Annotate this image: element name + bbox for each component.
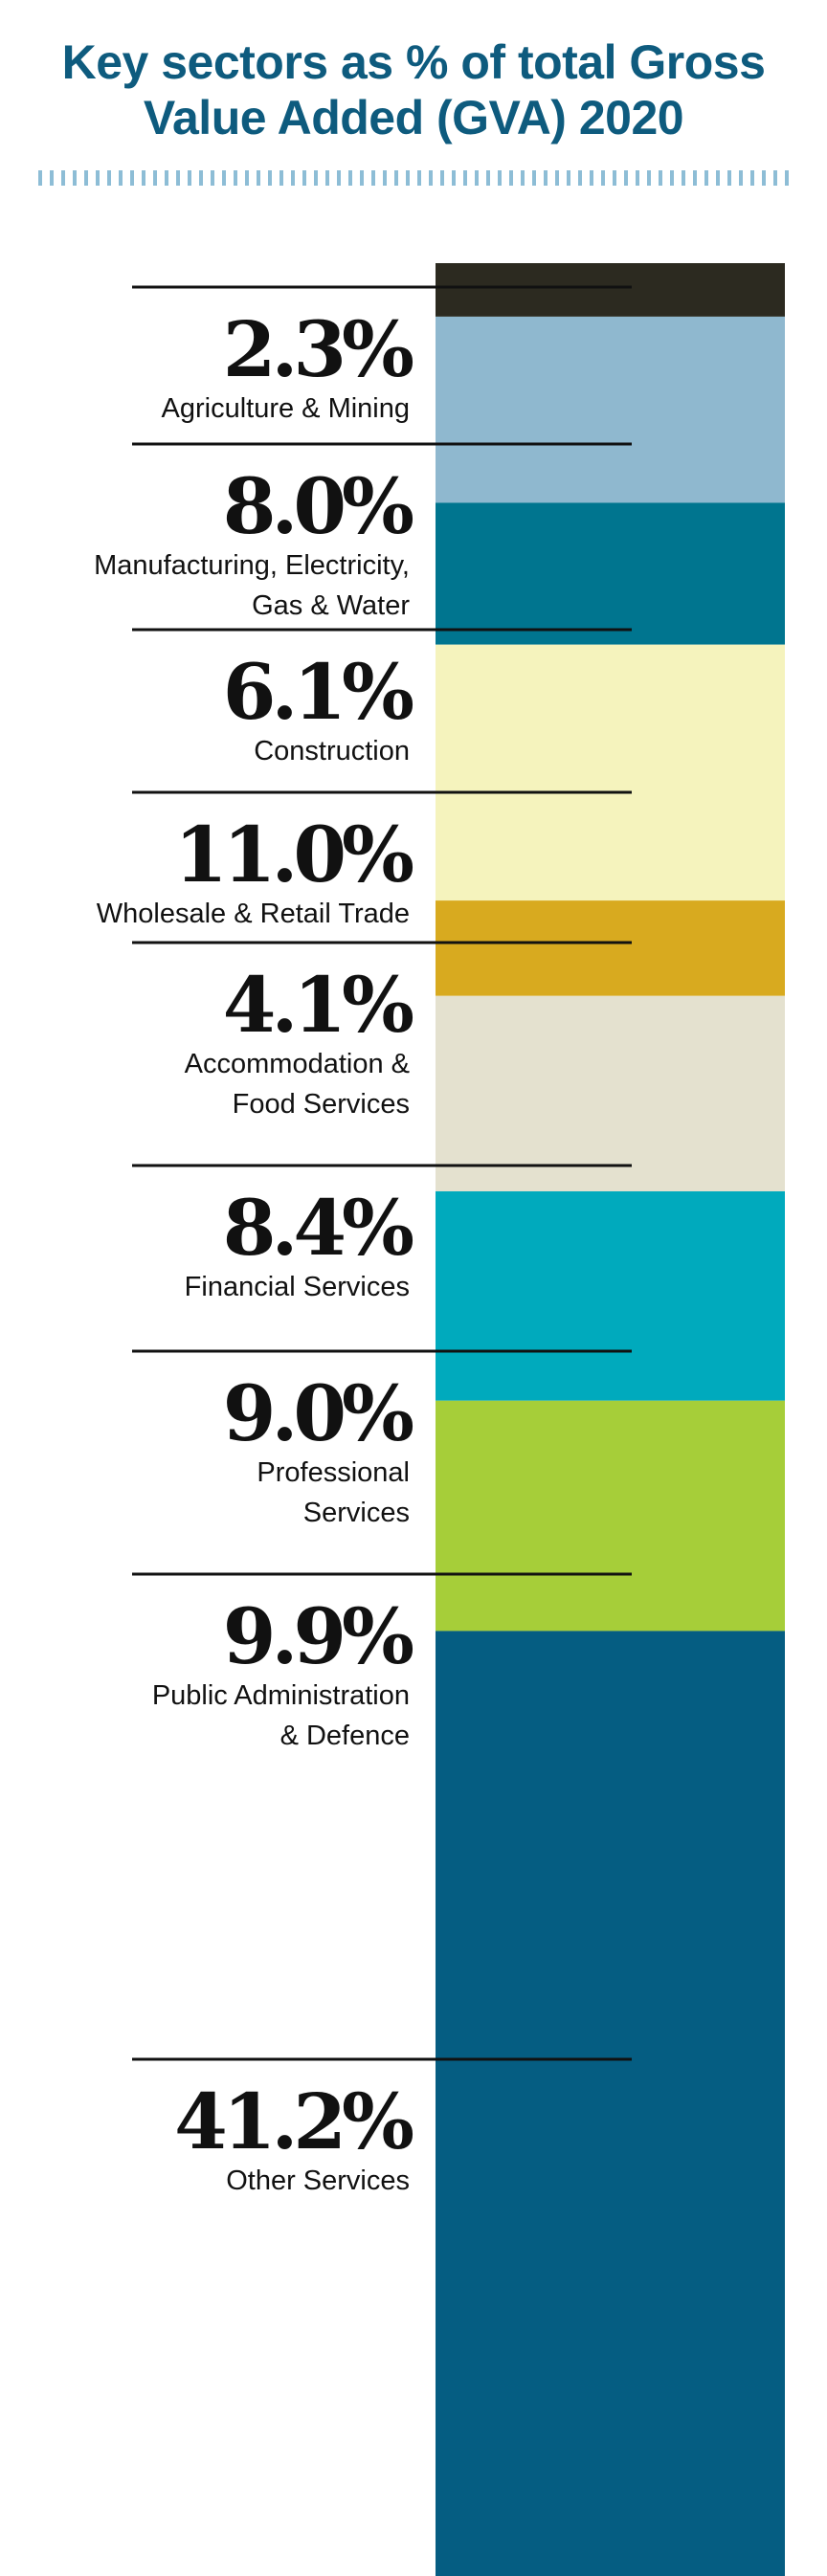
value-label-3: 6.1% xyxy=(223,647,414,737)
value-label-6: 8.4% xyxy=(223,1183,414,1273)
category-label-2-line-2: Gas & Water xyxy=(252,590,410,621)
bar-segment-1 xyxy=(436,263,785,317)
value-label-2: 8.0% xyxy=(223,461,414,551)
value-label-7: 9.0% xyxy=(223,1368,414,1458)
value-label-1: 2.3% xyxy=(223,304,414,394)
category-label-4-line-1: Wholesale & Retail Trade xyxy=(97,899,410,929)
chart-title-line-2: Value Added (GVA) 2020 xyxy=(143,91,684,144)
chart-title: Key sectors as % of total Gross Value Ad… xyxy=(0,34,827,145)
category-label-8-line-2: & Defence xyxy=(280,1721,410,1751)
category-label-5-line-1: Accommodation & xyxy=(185,1049,410,1079)
bar-segment-9 xyxy=(436,1631,785,2576)
category-label-7-line-2: Services xyxy=(303,1498,410,1528)
category-label-9-line-1: Other Services xyxy=(226,2165,410,2196)
value-label-4: 11.0% xyxy=(174,810,414,899)
value-label-9: 41.2% xyxy=(174,2076,414,2166)
value-label-8: 9.9% xyxy=(223,1591,414,1681)
bar-segment-4 xyxy=(436,644,785,901)
dashed-divider xyxy=(38,170,793,186)
category-label-7-line-1: Professional xyxy=(257,1457,410,1488)
bar-segment-3 xyxy=(436,502,785,645)
bar-segment-7 xyxy=(436,1190,785,1401)
category-label-2-line-1: Manufacturing, Electricity, xyxy=(94,550,410,581)
bar-segment-8 xyxy=(436,1400,785,1632)
category-label-3-line-1: Construction xyxy=(254,736,410,766)
value-label-5: 4.1% xyxy=(223,960,414,1050)
chart-title-line-1: Key sectors as % of total Gross xyxy=(61,35,766,89)
bar-segment-5 xyxy=(436,900,785,996)
category-label-5-line-2: Food Services xyxy=(233,1089,410,1120)
bar-segment-2 xyxy=(436,316,785,503)
bar-segment-6 xyxy=(436,995,785,1191)
category-label-6-line-1: Financial Services xyxy=(185,1272,410,1302)
category-label-1-line-1: Agriculture & Mining xyxy=(162,393,411,424)
category-label-8-line-1: Public Administration xyxy=(152,1680,410,1711)
